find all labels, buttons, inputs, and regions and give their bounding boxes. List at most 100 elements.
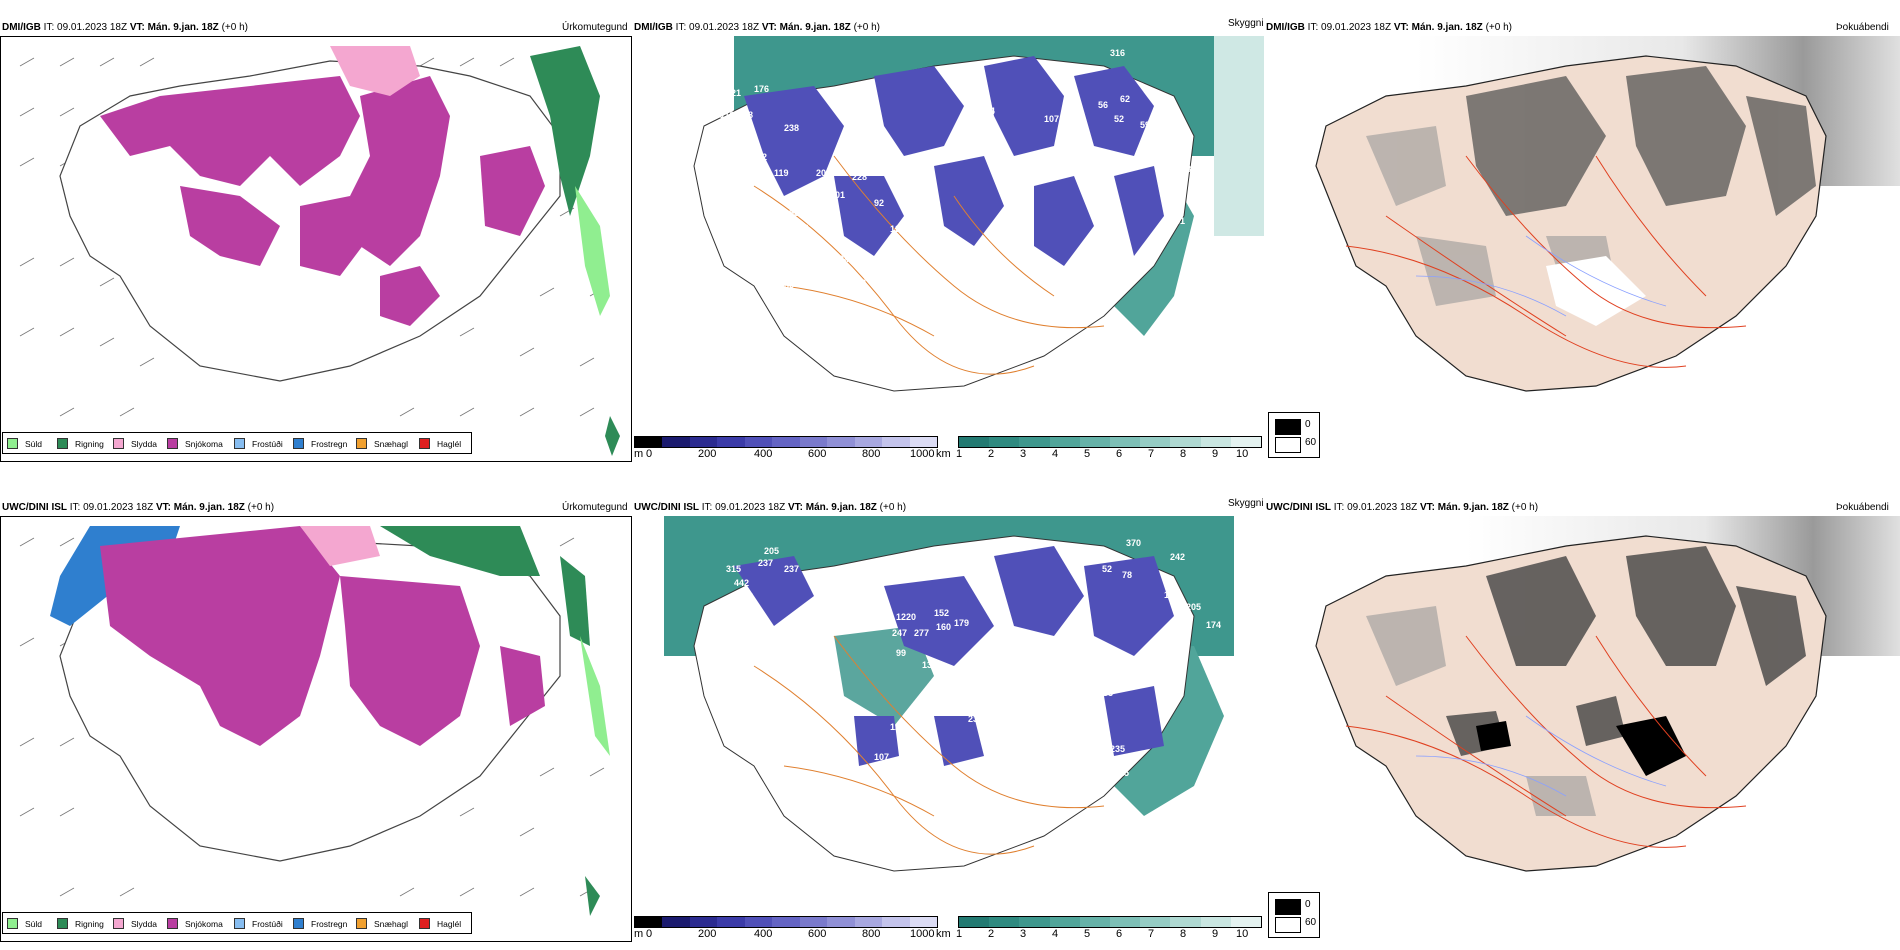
colorbar-km-segment [1230,917,1262,927]
bottom-map-labels: 315 237 442 217 205 237 236 219 576 97 2… [726,538,1259,790]
colorbar-km-segment [1140,917,1171,927]
colorbar-km [958,916,1262,928]
panel-header: DMI/IGB IT: 09.01.2023 18Z VT: Mán. 9.ja… [2,22,248,33]
map-label: 62 [1120,94,1130,104]
map-label: 121 [726,88,741,98]
map-label: 205 [1186,602,1201,612]
colorbar-km-segment [959,917,990,927]
colorbar-m-ticks: m 0 200 400 600 800 1000 [634,928,935,940]
map-label: 118 [1244,568,1259,578]
map-label: 97 [824,706,834,716]
map-label: 160 [936,622,951,632]
map-label: 110 [884,254,899,264]
panel-precip-type-top: DMI/IGB IT: 09.01.2023 18Z VT: Mán. 9.ja… [0,12,632,462]
colorbar-km-segment [1079,437,1111,447]
map-label: 130 [944,702,959,712]
map-label: 260 [1104,256,1119,266]
map-label: 208 [738,110,753,120]
map-label: 181 [1016,278,1031,288]
map-label: 179 [954,618,969,628]
legend-item-suld: Súld [7,438,42,449]
colorbar-km-segment [1200,437,1231,447]
map-label: 238 [784,123,799,133]
colorbar-m-segment [827,437,855,447]
map-label: 316 [1110,48,1125,58]
map-label: 228 [852,172,867,182]
map-label: 315 [726,564,741,574]
map-label: 118 [794,223,809,233]
panel-cloud-bottom: UWC/DINI ISL IT: 09.01.2023 18Z VT: Mán.… [634,492,1264,942]
map-label: 127 [764,252,779,262]
panel-header: UWC/DINI ISL IT: 09.01.2023 18Z VT: Mán.… [634,502,907,513]
map-label: 56 [1098,100,1108,110]
map-label: 387 [996,734,1011,744]
map-label: 104 [834,254,849,264]
colorbar-m-segment [744,917,773,927]
legend-item-slydda: Slydda [113,438,157,449]
colorbar-km-segment [1110,917,1141,927]
fog-map [1315,36,1900,392]
colorbar-m-segment [827,917,855,927]
colorbar-m-segment [662,917,690,927]
map-label: 237 [758,558,773,568]
map-label: 59 [1140,120,1150,130]
map-label: 92 [874,198,884,208]
map-label: 122 [752,152,767,162]
map-label: 93 [779,238,789,248]
colorbar-m [634,436,938,448]
map-label: 242 [1170,552,1185,562]
colorbar-km-segment [1170,917,1201,927]
map-label: 84 [1082,544,1092,554]
panel-title: Þokuábendi [1836,502,1889,513]
colorbar-m-segment [909,437,937,447]
map-label: 605 [924,238,939,248]
map-label: 370 [1126,538,1141,548]
map-label: 224 [1088,156,1103,166]
map-label: 219 [778,624,793,634]
map-label: 153 [784,208,799,218]
map-label: 217 [738,592,753,602]
legend-item-haglel: Haglél [419,438,461,449]
fog-legend-bottom: 0 60 [1268,892,1320,938]
legend-item-snjokoma: Snjókoma [167,438,223,449]
map-label: 107 [874,752,889,762]
map-label: 235 [1110,744,1125,754]
precip-legend: Súld Rigning Slydda Snjókoma Frostúði Fr… [2,912,472,934]
map-label: 171 [764,184,779,194]
map-label: 111 [1016,754,1030,764]
colorbar-m [634,916,938,928]
colorbar-m-segment [799,437,828,447]
colorbar-km-ticks: km 1 2 3 4 5 6 7 8 9 10 [936,448,1249,460]
panel-title: Úrkomutegund [562,502,628,513]
map-label: 152 [934,608,949,618]
map-label: 120 [746,244,761,254]
legend-item-frostregn: Frostregn [293,438,347,449]
panel-title: Skyggni [1228,18,1264,29]
colorbar-km-segment [989,917,1020,927]
panel-title: Þokuábendi [1836,22,1889,33]
map-label: 52 [1114,114,1124,124]
colorbar-km-segment [1049,437,1080,447]
panel-cloud-top: DMI/IGB IT: 09.01.2023 18Z VT: Mán. 9.ja… [634,12,1264,462]
colorbar-km-segment [1079,917,1111,927]
colorbar-m-ticks: m 0 200 400 600 800 1000 [634,448,935,460]
top-map-labels: 121 176 110 208 238 122 119 171 96 153 1… [720,48,1196,300]
map-label: 139 [922,660,937,670]
colorbar-m-segment [772,917,800,927]
map-label: 174 [1206,620,1221,630]
colorbar-m-segment [689,917,718,927]
map-label: 215 [1114,768,1129,778]
map-label: 86 [784,280,794,290]
legend-item-frostudi: Frostúði [234,438,283,449]
map-label: 96 [746,196,756,206]
panel-fog-top: DMI/IGB IT: 09.01.2023 18Z VT: Mán. 9.ja… [1266,12,1900,462]
colorbar-km [958,436,1262,448]
map-label: 52 [1102,564,1112,574]
legend-item-snaehagl: Snæhagl [356,438,408,449]
colorbar-m-segment [635,917,663,927]
cloud-map: 121 176 110 208 238 122 119 171 96 153 1… [693,36,1264,392]
fog-map [1315,516,1900,872]
map-label: 161 [1170,216,1185,226]
precip-legend: Súld Rigning Slydda Snjókoma Frostúði Fr… [2,432,472,454]
colorbar-km-segment [1019,917,1050,927]
